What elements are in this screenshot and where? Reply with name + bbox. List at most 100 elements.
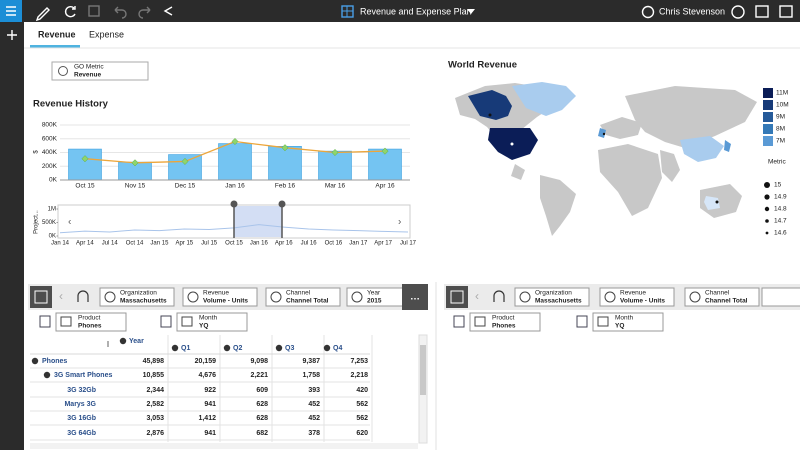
chip-value: Phones [492,323,516,330]
chip-label: Month [199,315,217,322]
table-cell[interactable]: 3,053 [146,415,164,422]
scroll-right[interactable]: › [398,217,401,228]
table-cell[interactable]: 1,412 [198,415,216,422]
plan-dropdown[interactable] [467,9,475,14]
line-marker[interactable] [81,155,89,163]
column-header-icon[interactable] [223,344,231,352]
table-cell[interactable]: 45,898 [143,358,165,365]
context-chip[interactable] [265,287,341,307]
table-scroll-thumb[interactable] [420,345,426,395]
help-icon[interactable] [731,5,745,19]
navigator-selection[interactable] [234,206,282,237]
selection-handle-knob[interactable] [230,200,238,208]
scroll-left[interactable]: ‹ [475,289,479,303]
table-cell[interactable]: 452 [308,415,320,422]
chart-title: World Revenue [448,60,517,71]
undo-icon[interactable] [114,6,127,19]
context-chip[interactable] [99,287,175,307]
table-cell[interactable]: 628 [256,415,268,422]
scroll-left[interactable]: ‹ [59,289,63,303]
plan-title[interactable]: Revenue and Expense Plan [360,6,472,16]
table-cell[interactable]: 628 [256,401,268,408]
dimension-chip[interactable] [592,312,664,332]
column-header[interactable]: Q2 [233,345,242,352]
bar[interactable] [268,146,302,181]
tab[interactable]: Revenue [38,29,76,39]
dimension-chip[interactable] [176,312,248,332]
tab[interactable]: Expense [89,29,124,39]
table-cell[interactable]: 941 [204,401,216,408]
table-cell[interactable]: 620 [356,430,368,437]
table-cell[interactable]: 1,758 [302,372,320,379]
table-cell[interactable]: 2,218 [350,372,368,379]
table-cell[interactable]: 562 [356,401,368,408]
row-header: Phones [42,358,67,365]
redo-icon[interactable] [138,6,151,19]
share-icon[interactable] [163,6,173,16]
panel-view-button[interactable] [30,286,52,308]
refresh-icon[interactable] [64,5,76,18]
table-cell[interactable]: 562 [356,415,368,422]
context-chip[interactable] [182,287,258,307]
column-header[interactable]: Q3 [285,345,294,352]
more-button[interactable] [402,284,428,310]
dimension-chip[interactable] [469,312,541,332]
freeze-icon: ‖ [106,340,109,349]
settings-icon[interactable] [779,5,793,18]
table-cell[interactable]: 2,582 [146,401,164,408]
table-hscrollbar[interactable] [30,443,418,449]
selection-handle-knob[interactable] [278,200,286,208]
column-header-icon[interactable] [275,344,283,352]
table-cell[interactable]: 682 [256,430,268,437]
panel-view-button[interactable] [446,286,468,308]
table-cell[interactable]: 941 [204,430,216,437]
edit-icon[interactable] [35,7,50,22]
side-rail [0,22,24,450]
context-chip[interactable] [514,287,590,307]
table-cell[interactable]: 4,676 [198,372,216,379]
table-cell[interactable]: 420 [356,387,368,394]
user-name[interactable]: Chris Stevenson [659,6,725,16]
table-cell[interactable]: 609 [256,387,268,394]
bar[interactable] [218,143,252,181]
line-marker[interactable] [231,137,239,146]
dimension-chip[interactable] [55,312,127,332]
table-cell[interactable]: 378 [308,430,320,437]
table-cell[interactable]: 9,098 [250,358,268,365]
save-icon[interactable] [88,5,100,17]
context-chip[interactable] [599,287,675,307]
context-chip[interactable] [684,287,760,307]
table-cell[interactable]: 9,387 [302,358,320,365]
table-cell[interactable]: 10,855 [143,372,165,379]
x-tick-label: Oct 14 [126,241,144,247]
plan-icon-grid [342,6,353,17]
metric-chip[interactable] [51,61,149,81]
bar[interactable] [68,148,102,181]
table-cell[interactable]: 7,253 [350,358,368,365]
table-cell[interactable]: 20,159 [195,358,217,365]
line-marker[interactable] [131,159,139,167]
line-marker[interactable] [381,147,389,155]
line-marker[interactable] [281,144,289,152]
table-cell[interactable]: 393 [308,387,320,394]
line-marker[interactable] [181,157,189,165]
column-header-icon[interactable] [323,344,331,352]
table-cell[interactable]: 2,876 [146,430,164,437]
column-header-icon[interactable] [171,344,179,352]
collapse-icon[interactable] [31,357,39,365]
add-icon[interactable] [7,30,17,40]
message-icon[interactable] [755,5,769,18]
column-header[interactable]: Year [129,338,144,345]
table-cell[interactable]: 452 [308,401,320,408]
line-marker[interactable] [331,148,339,157]
column-header[interactable]: Q4 [333,345,342,352]
lock-icon [493,290,505,302]
column-header-icon[interactable] [119,337,127,345]
table-cell[interactable]: 2,344 [146,387,164,394]
table-cell[interactable]: 2,221 [250,372,268,379]
collapse-icon[interactable] [43,371,51,379]
table-cell[interactable]: 922 [204,387,216,394]
user-icon [641,5,655,19]
column-header[interactable]: Q1 [181,345,190,352]
scroll-left[interactable]: ‹ [68,217,71,228]
